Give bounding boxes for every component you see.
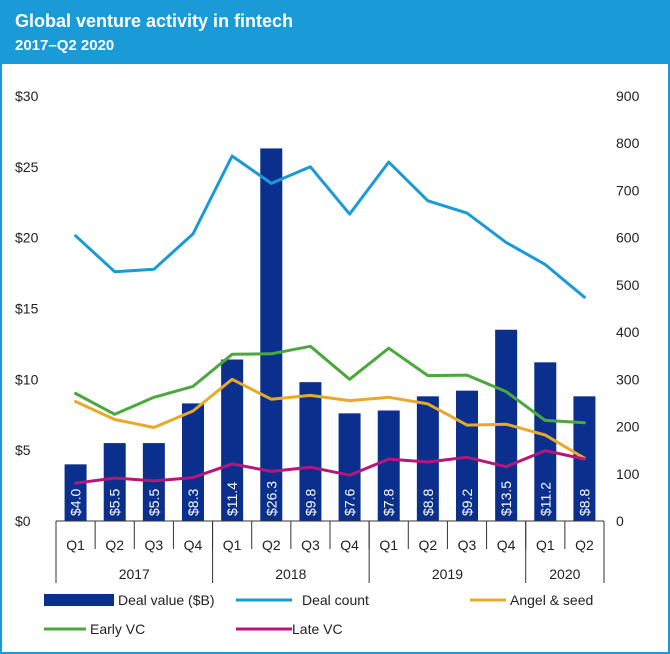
left-axis-tick-label: $15 (15, 301, 39, 317)
deal-value-bar (182, 403, 204, 521)
quarter-label: Q4 (184, 537, 203, 553)
deal-value-data-label: $5.5 (146, 489, 162, 516)
right-axis-tick-label: 500 (616, 277, 640, 293)
left-axis-tick-label: $30 (15, 88, 39, 104)
quarter-label: Q3 (301, 537, 320, 553)
quarter-label: Q2 (262, 537, 281, 553)
legend-early-vc-label: Early VC (90, 621, 145, 637)
deal-value-data-label: $26.3 (263, 481, 279, 516)
deal-value-bar (299, 382, 322, 521)
left-axis-tick-label: $10 (15, 371, 39, 387)
quarter-label: Q3 (145, 537, 164, 553)
deal-value-data-label: $13.5 (498, 481, 514, 516)
deal-value-bar (221, 359, 244, 521)
deal-value-data-label: $8.8 (420, 489, 436, 516)
left-axis-tick-label: $25 (15, 159, 39, 175)
deal-value-bar (377, 410, 400, 521)
deal-count-line (74, 154, 586, 299)
year-label: 2019 (432, 566, 463, 582)
early-vc-line (74, 344, 586, 425)
deal-value-bar (260, 148, 283, 521)
left-axis-tick-label: $0 (15, 513, 31, 529)
right-axis-tick-label: 300 (616, 371, 640, 387)
deal-value-bar (103, 443, 126, 521)
angel-seed-line (74, 377, 586, 460)
chart-subtitle: 2017–Q2 2020 (15, 37, 115, 54)
legend-deal-value-label: Deal value ($B) (118, 592, 215, 608)
year-label: 2018 (275, 566, 306, 582)
legend-angel-seed-label: Angel & seed (510, 592, 593, 608)
quarter-label: Q2 (575, 537, 594, 553)
deal-value-data-label: $9.8 (302, 489, 318, 516)
deal-value-data-label: $5.5 (107, 489, 123, 516)
right-axis-tick-label: 100 (616, 466, 640, 482)
left-axis-tick-label: $20 (15, 230, 39, 246)
quarter-label: Q1 (536, 537, 555, 553)
quarter-label: Q2 (419, 537, 438, 553)
legend-deal-count-label: Deal count (302, 592, 369, 608)
quarter-label: Q2 (105, 537, 124, 553)
quarter-label: Q1 (223, 537, 242, 553)
quarter-label: Q4 (340, 537, 359, 553)
right-axis-tick-label: 200 (616, 419, 640, 435)
deal-value-data-label: $7.6 (342, 489, 358, 516)
right-axis-tick-label: 0 (616, 513, 624, 529)
deal-value-bar (534, 362, 557, 521)
deal-value-data-label: $7.8 (381, 489, 397, 516)
chart-header: Global venture activity in fintech 2017–… (2, 2, 668, 64)
deal-value-bar (416, 396, 439, 521)
deal-value-data-label: $11.2 (537, 482, 553, 516)
deal-value-bar (64, 464, 87, 521)
right-axis-tick-label: 400 (616, 324, 640, 340)
deal-value-data-label: $9.2 (459, 489, 475, 516)
quarter-label: Q4 (497, 537, 516, 553)
right-axis-tick-label: 900 (616, 88, 640, 104)
legend-deal-value-swatch (44, 594, 114, 606)
quarter-label: Q1 (379, 537, 398, 553)
deal-value-data-label: $8.8 (576, 489, 592, 516)
right-axis-tick-label: 700 (616, 182, 640, 198)
chart-title: Global venture activity in fintech (15, 11, 294, 31)
year-label: 2017 (119, 566, 150, 582)
right-axis-tick-label: 600 (616, 230, 640, 246)
late-vc-line (74, 449, 586, 485)
right-axis-tick-label: 800 (616, 135, 640, 151)
quarter-label: Q3 (458, 537, 477, 553)
deal-value-data-label: $4.0 (68, 489, 84, 516)
legend-late-vc-label: Late VC (292, 621, 343, 637)
year-label: 2020 (549, 566, 580, 582)
quarter-label: Q1 (66, 537, 85, 553)
deal-value-data-label: $8.3 (185, 489, 201, 516)
left-axis-tick-label: $5 (15, 442, 31, 458)
deal-value-bar (338, 413, 361, 521)
deal-value-data-label: $11.4 (224, 482, 240, 516)
